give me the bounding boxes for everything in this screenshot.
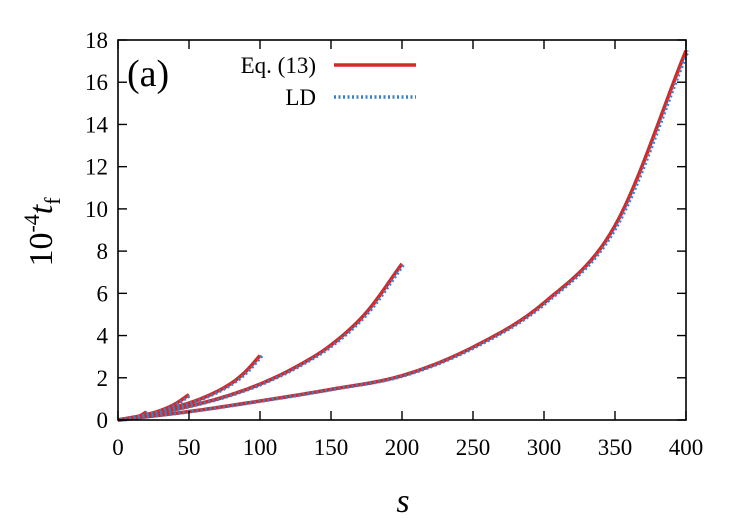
- eq13-curves: [116, 49, 688, 422]
- y-label-prefix: 10: [23, 233, 60, 267]
- x-tick-label-400: 400: [669, 435, 704, 460]
- ld-curve-400: [120, 49, 690, 422]
- x-tick-label-0: 0: [112, 435, 124, 460]
- eq13-curve-400: [117, 49, 688, 422]
- y-tick-label-12: 12: [85, 155, 108, 180]
- x-tick-label-100: 100: [243, 435, 278, 460]
- eq13-curve-200: [117, 262, 404, 422]
- y-axis-label: 10-4tf: [19, 197, 65, 267]
- y-tick-label-2: 2: [97, 366, 109, 391]
- y-label-subscript: f: [40, 197, 65, 205]
- x-tick-label-350: 350: [598, 435, 633, 460]
- x-axis-label: s: [396, 483, 409, 520]
- y-label-exponent: -4: [19, 214, 44, 232]
- x-tick-label-300: 300: [527, 435, 562, 460]
- panel-label: (a): [127, 53, 169, 95]
- y-tick-label-14: 14: [85, 112, 109, 137]
- ld-curves: [119, 49, 690, 422]
- x-tick-label-200: 200: [385, 435, 420, 460]
- y-tick-label-10: 10: [85, 197, 108, 222]
- y-tick-label-18: 18: [85, 28, 108, 53]
- y-tick-label-0: 0: [97, 408, 109, 433]
- legend-label-eq13: Eq. (13): [241, 53, 316, 78]
- axis-ticks: [117, 39, 687, 421]
- x-tick-label-150: 150: [314, 435, 349, 460]
- y-tick-label-16: 16: [85, 70, 108, 95]
- y-tick-label-8: 8: [97, 239, 109, 264]
- legend: Eq. (13) LD: [241, 53, 416, 110]
- y-tick-label-4: 4: [97, 324, 109, 349]
- y-tick-label-6: 6: [97, 281, 109, 306]
- legend-label-ld: LD: [285, 85, 316, 110]
- tick-labels: 0 50 100 150 200 250 300 350 400 0 2 4 6 8 10 12 14 16 18: [85, 28, 703, 460]
- x-tick-label-50: 50: [178, 435, 201, 460]
- x-tick-label-250: 250: [456, 435, 491, 460]
- ld-curve-200: [119, 262, 406, 422]
- y-label-variable: t: [23, 203, 60, 214]
